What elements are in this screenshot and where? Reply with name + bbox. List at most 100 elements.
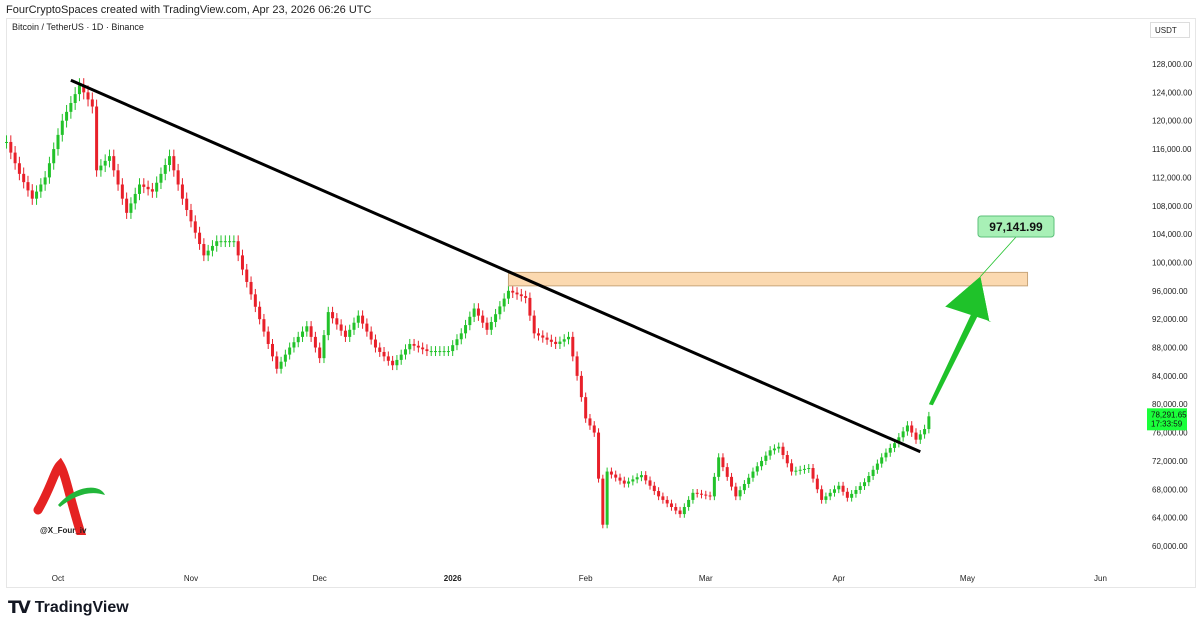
candle-body	[674, 507, 678, 511]
candle-body	[760, 460, 764, 467]
candle-body	[47, 163, 51, 178]
candle-body	[26, 182, 30, 191]
candle-body	[172, 156, 176, 171]
time-tick-label: Mar	[699, 574, 713, 583]
price-tick-label: 128,000.00	[1152, 60, 1193, 69]
candle-body	[571, 336, 575, 357]
candle-body	[343, 330, 347, 337]
time-tick-label: Jun	[1094, 574, 1107, 583]
candle-body	[279, 361, 283, 369]
price-tick-label: 72,000.00	[1152, 457, 1188, 466]
candle-body	[120, 184, 124, 199]
candle-body	[923, 429, 927, 435]
candle-body	[30, 190, 34, 199]
candle-body	[790, 463, 794, 472]
candle-body	[215, 241, 219, 246]
tradingview-logo[interactable]: 𝗧𝗩 TradingView	[8, 598, 129, 618]
price-tick-label: 104,000.00	[1152, 230, 1193, 239]
time-tick-label: Apr	[833, 574, 846, 583]
candle-body	[236, 241, 240, 256]
candle-body	[451, 345, 455, 352]
candle-body	[824, 496, 828, 500]
candle-body	[468, 316, 472, 326]
candle-body	[168, 156, 172, 166]
candle-body	[223, 241, 227, 243]
candle-body	[837, 485, 841, 490]
candle-body	[772, 448, 776, 451]
candle-body	[395, 359, 399, 366]
trendline	[70, 78, 921, 454]
candle-body	[193, 221, 197, 233]
candle-body	[232, 241, 236, 243]
candle-body	[502, 298, 506, 307]
candle-body	[180, 184, 184, 199]
candle-body	[13, 152, 17, 164]
price-tick-label: 92,000.00	[1152, 315, 1188, 324]
candle-body	[339, 324, 343, 331]
candle-body	[815, 478, 819, 490]
candle-body	[506, 290, 510, 299]
candle-body	[129, 203, 133, 213]
attribution: FourCryptoSpaces created with TradingVie…	[6, 4, 372, 16]
candle-body	[446, 351, 450, 353]
candle-body	[5, 141, 9, 143]
candle-body	[99, 165, 103, 171]
candle-body	[519, 294, 523, 297]
candle-body	[309, 326, 313, 337]
candle-body	[90, 99, 94, 107]
candle-body	[532, 315, 536, 334]
candle-body	[648, 480, 652, 486]
candle-body	[155, 182, 159, 192]
candle-body	[189, 210, 193, 222]
time-tick-label: Nov	[184, 574, 198, 583]
chart-frame	[6, 18, 1196, 588]
candle-body	[850, 493, 854, 498]
candle-body	[755, 466, 759, 472]
candle-body	[927, 416, 931, 430]
candle-body	[918, 434, 922, 440]
price-tick-label: 76,000.00	[1152, 429, 1188, 438]
candle-body	[228, 241, 232, 243]
candle-body	[305, 326, 309, 332]
candle-body	[103, 160, 107, 166]
candle-body	[331, 312, 335, 319]
candle-body	[682, 507, 686, 515]
candle-body	[751, 471, 755, 478]
candle-body	[369, 331, 373, 340]
candle-body	[528, 297, 532, 316]
candle-body	[219, 241, 223, 243]
candle-body	[253, 294, 257, 307]
candle-body	[601, 478, 605, 525]
candle-body	[65, 111, 69, 121]
last-price-value: 78,291.65	[1151, 410, 1187, 419]
candle-body	[249, 281, 253, 295]
candle-body	[781, 446, 785, 456]
candle-body	[198, 232, 202, 245]
candle-body	[614, 474, 618, 478]
candle-body	[884, 452, 888, 458]
candle-body	[545, 337, 549, 340]
candle-body	[146, 186, 150, 190]
candle-body	[365, 323, 369, 332]
candle-body	[901, 431, 905, 438]
candle-body	[747, 477, 751, 484]
candle-body	[794, 470, 798, 472]
candle-body	[867, 475, 871, 483]
candle-body	[863, 482, 867, 487]
candle-body	[318, 347, 322, 359]
candle-body	[841, 485, 845, 492]
candle-body	[425, 349, 429, 352]
candle-body	[536, 333, 540, 336]
candle-body	[322, 335, 326, 359]
currency-selector[interactable]: USDT	[1150, 22, 1190, 38]
candle-body	[597, 432, 601, 479]
candle-body	[910, 425, 914, 433]
candle-body	[854, 489, 858, 494]
candle-body	[125, 198, 129, 213]
candle-body	[832, 489, 836, 493]
candle-body	[554, 341, 558, 344]
candle-body	[77, 85, 81, 95]
candle-body	[391, 360, 395, 366]
